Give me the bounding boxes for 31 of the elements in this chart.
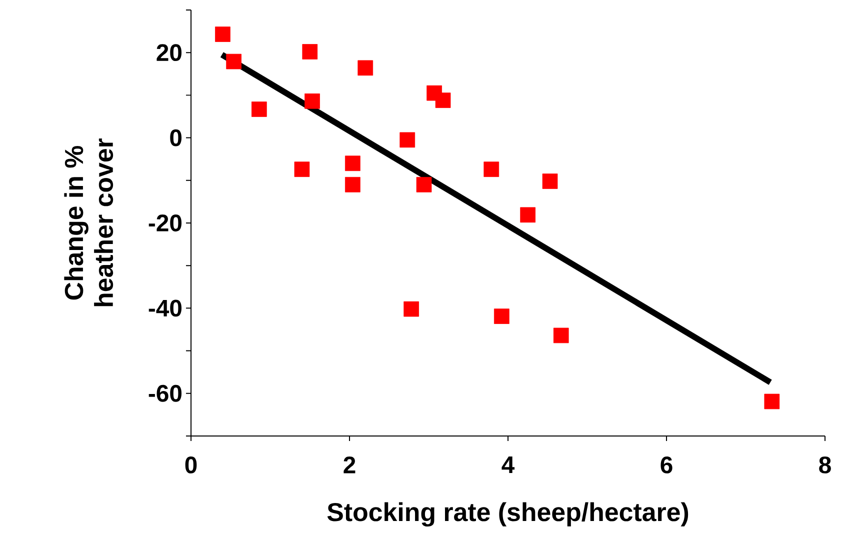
point <box>400 132 416 148</box>
point <box>435 92 451 108</box>
point <box>251 102 267 117</box>
point <box>553 328 569 344</box>
x-axis-title: Stocking rate (sheep/hectare) <box>327 502 688 527</box>
point <box>304 93 320 109</box>
point <box>358 60 374 76</box>
point <box>416 176 432 192</box>
x-tick-label: 8 <box>819 456 831 474</box>
x-tick-label: 0 <box>185 456 197 474</box>
point <box>345 156 360 172</box>
point <box>226 54 242 70</box>
point <box>345 176 360 192</box>
x-tick-label: 6 <box>660 456 672 474</box>
x-tick-label: 4 <box>502 456 515 473</box>
point <box>542 174 558 189</box>
y-tick-label: -40 <box>148 300 182 317</box>
x-tick-label: 2 <box>344 456 356 474</box>
y-tick-label: 0 <box>170 129 182 146</box>
point <box>302 44 318 60</box>
point <box>764 394 780 410</box>
point <box>404 301 419 317</box>
y-axis-title: Change in % heather cover <box>64 138 114 306</box>
point <box>484 162 500 177</box>
y-tick-label: 20 <box>156 44 182 62</box>
point <box>494 308 510 324</box>
point <box>294 162 310 177</box>
point <box>215 26 230 42</box>
y-tick-label: -60 <box>148 384 182 402</box>
point <box>520 207 536 223</box>
y-tick-label: -20 <box>148 214 182 232</box>
